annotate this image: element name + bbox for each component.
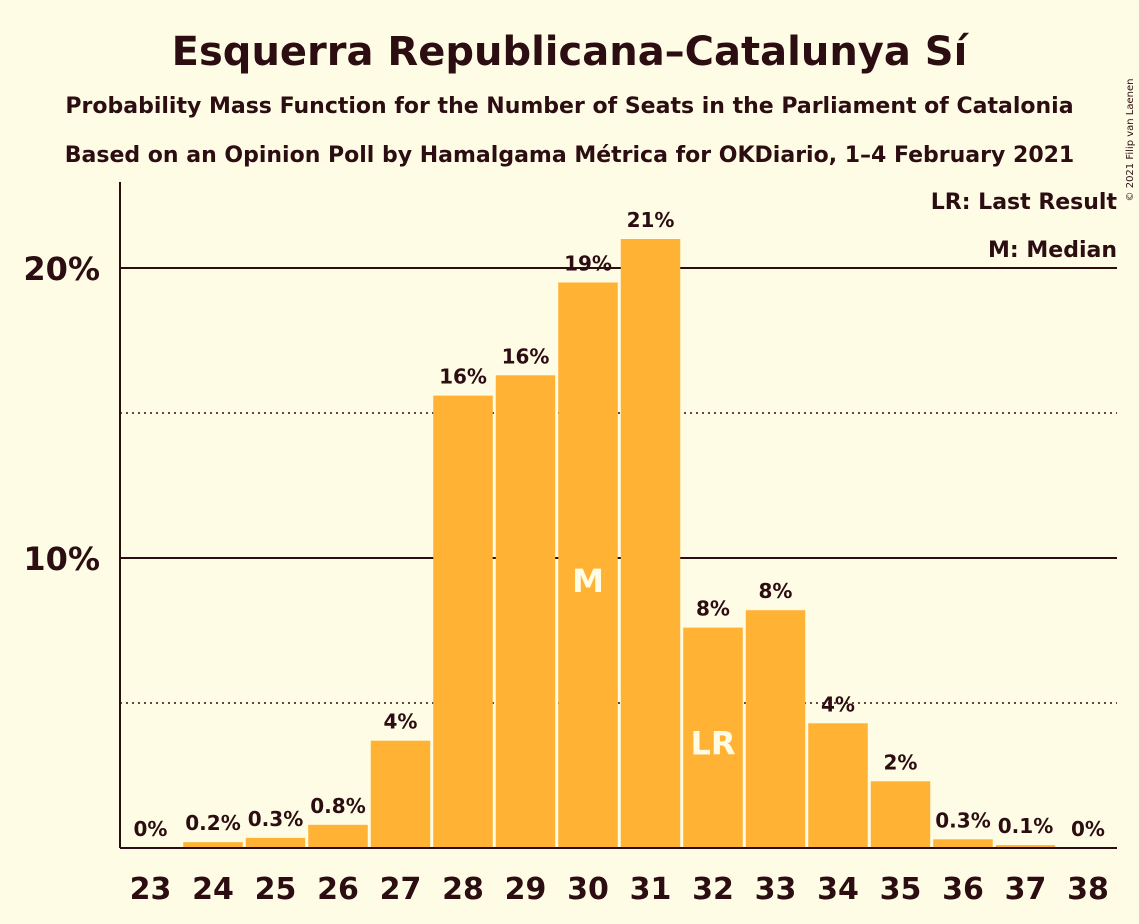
chart-subtitle: Probability Mass Function for the Number… (65, 94, 1073, 119)
x-tick-label-25: 25 (255, 872, 297, 907)
data-label-31: 21% (627, 208, 675, 232)
y-tick-label-10: 10% (23, 540, 100, 578)
data-label-26: 0.8% (310, 794, 365, 818)
bar-36 (933, 839, 993, 848)
bar-37 (995, 845, 1056, 848)
bar-33 (745, 610, 806, 848)
x-tick-label-33: 33 (755, 872, 797, 907)
data-labels: 0% 23 0.2% 24 0.3% 25 0.8% 26 4% 27 16% 28 16% 29 19% 3… (130, 208, 1109, 907)
bars (183, 239, 1056, 848)
x-tick-label-23: 23 (130, 872, 172, 907)
data-label-25: 0.3% (248, 807, 303, 831)
x-tick-label-30: 30 (567, 872, 609, 907)
legend-median: M: Median (988, 238, 1117, 263)
data-label-28: 16% (439, 365, 487, 389)
bar-31 (620, 239, 681, 848)
bar-28 (433, 395, 493, 848)
bar-34 (808, 723, 868, 848)
gridlines: 10% 20% (23, 250, 1117, 704)
x-tick-label-28: 28 (442, 872, 484, 907)
copyright-note: © 2021 Filip van Laenen (1125, 79, 1136, 202)
axes (119, 182, 1117, 849)
data-label-32: 8% (696, 597, 730, 621)
data-label-37: 0.1% (998, 814, 1053, 838)
x-tick-label-27: 27 (380, 872, 422, 907)
x-tick-label-38: 38 (1067, 872, 1109, 907)
data-label-34: 4% (821, 692, 855, 716)
data-label-24: 0.2% (185, 811, 240, 835)
median-marker: M (572, 562, 604, 600)
x-tick-label-24: 24 (192, 872, 234, 907)
x-tick-label-34: 34 (817, 872, 859, 907)
x-tick-label-32: 32 (692, 872, 734, 907)
data-label-30: 19% (564, 252, 612, 276)
bar-32 (683, 627, 743, 848)
x-tick-label-35: 35 (880, 872, 922, 907)
bar-25 (245, 837, 306, 848)
bar-29 (495, 375, 556, 848)
bar-35 (870, 781, 931, 848)
chart-source: Based on an Opinion Poll by Hamalgama Mé… (65, 143, 1075, 168)
x-tick-label-36: 36 (942, 872, 984, 907)
data-label-38: 0% (1071, 817, 1105, 841)
data-label-35: 2% (884, 750, 918, 774)
legend-last-result: LR: Last Result (931, 190, 1118, 215)
data-label-36: 0.3% (935, 808, 990, 832)
bar-26 (308, 824, 368, 848)
x-tick-label-29: 29 (505, 872, 547, 907)
x-tick-label-37: 37 (1005, 872, 1047, 907)
last-result-marker: LR (690, 725, 735, 763)
data-label-29: 16% (502, 344, 550, 368)
bar-30 (558, 282, 618, 848)
data-label-23: 0% (134, 817, 168, 841)
x-tick-label-26: 26 (317, 872, 359, 907)
bar-24 (183, 842, 243, 848)
data-label-33: 8% (759, 579, 793, 603)
x-tick-label-31: 31 (630, 872, 672, 907)
data-label-27: 4% (384, 710, 418, 734)
chart-title: Esquerra Republicana–Catalunya Sí (172, 29, 970, 75)
bar-27 (370, 740, 431, 848)
y-tick-label-20: 20% (23, 250, 100, 288)
